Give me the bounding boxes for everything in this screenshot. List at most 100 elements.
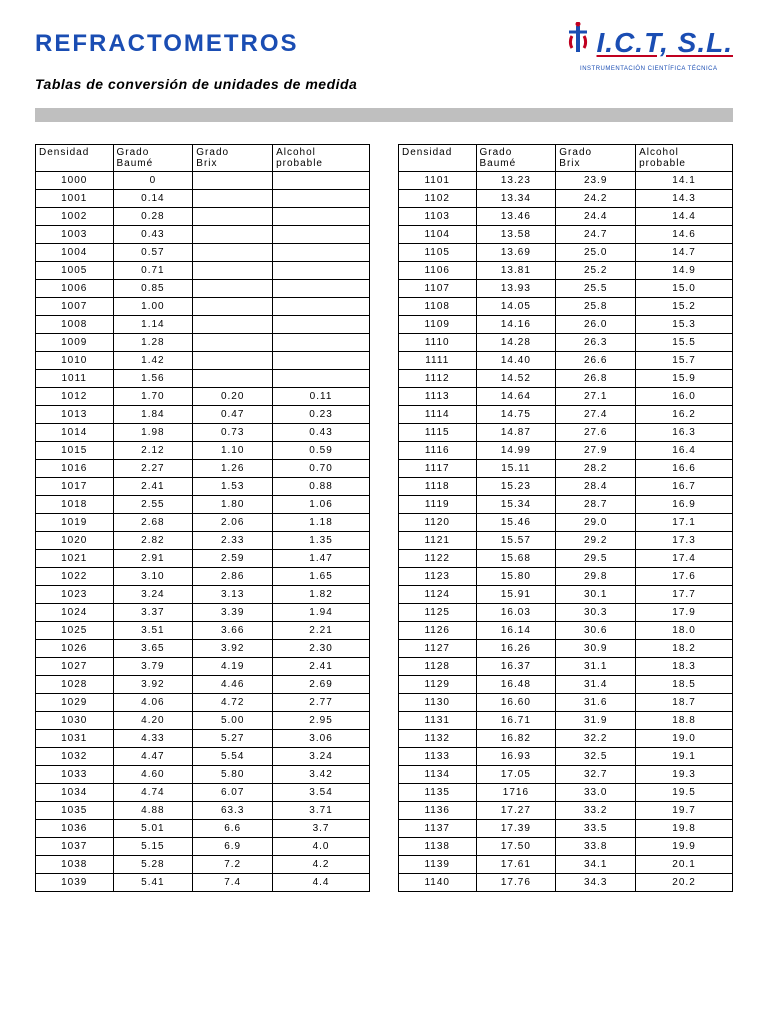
table-cell: 0.14	[113, 190, 193, 208]
table-cell: 2.06	[193, 514, 273, 532]
table-cell: 13.46	[476, 208, 556, 226]
table-cell: 1029	[36, 694, 114, 712]
table-cell: 14.9	[636, 262, 733, 280]
table-cell: 3.37	[113, 604, 193, 622]
table-cell	[193, 190, 273, 208]
table-cell: 15.34	[476, 496, 556, 514]
table-cell: 7.2	[193, 856, 273, 874]
table-row: 110513.6925.014.7	[399, 244, 733, 262]
table-cell: 31.6	[556, 694, 636, 712]
table-row: 10010.14	[36, 190, 370, 208]
table-cell	[193, 370, 273, 388]
table-cell: 1028	[36, 676, 114, 694]
table-cell: 14.99	[476, 442, 556, 460]
table-row: 111514.8727.616.3	[399, 424, 733, 442]
table-cell: 1116	[399, 442, 477, 460]
table-cell: 15.2	[636, 298, 733, 316]
table-cell: 1121	[399, 532, 477, 550]
table-cell: 1.94	[273, 604, 370, 622]
table-cell: 63.3	[193, 802, 273, 820]
table-row: 10212.912.591.47	[36, 550, 370, 568]
table-cell: 1.26	[193, 460, 273, 478]
table-cell: 19.9	[636, 838, 733, 856]
table-cell: 17.6	[636, 568, 733, 586]
table-cell: 2.30	[273, 640, 370, 658]
table-cell: 4.0	[273, 838, 370, 856]
table-cell: 25.2	[556, 262, 636, 280]
table-cell: 1113	[399, 388, 477, 406]
col-header: Alcoholprobable	[273, 145, 370, 172]
table-cell: 1015	[36, 442, 114, 460]
table-cell: 17.76	[476, 874, 556, 892]
col-header: Alcoholprobable	[636, 145, 733, 172]
table-cell	[193, 316, 273, 334]
table-cell: 1005	[36, 262, 114, 280]
table-cell: 0.73	[193, 424, 273, 442]
table-row: 110713.9325.515.0	[399, 280, 733, 298]
table-row: 113316.9332.519.1	[399, 748, 733, 766]
table-cell: 1124	[399, 586, 477, 604]
col-header: Densidad	[36, 145, 114, 172]
table-cell: 2.12	[113, 442, 193, 460]
table-cell: 4.88	[113, 802, 193, 820]
table-cell: 1013	[36, 406, 114, 424]
table-cell: 5.41	[113, 874, 193, 892]
page-subtitle: Tablas de conversión de unidades de medi…	[35, 76, 733, 92]
table-cell: 1037	[36, 838, 114, 856]
logo-text: I.C.T, S.L.	[597, 27, 733, 59]
table-cell: 2.68	[113, 514, 193, 532]
table-cell: 15.7	[636, 352, 733, 370]
table-cell: 0.59	[273, 442, 370, 460]
table-cell: 16.4	[636, 442, 733, 460]
table-row: 10152.121.100.59	[36, 442, 370, 460]
table-cell: 17.7	[636, 586, 733, 604]
table-cell: 1120	[399, 514, 477, 532]
table-row: 10060.85	[36, 280, 370, 298]
table-cell: 4.33	[113, 730, 193, 748]
table-cell: 3.39	[193, 604, 273, 622]
table-cell: 17.1	[636, 514, 733, 532]
col-header: Densidad	[399, 145, 477, 172]
table-cell: 6.07	[193, 784, 273, 802]
table-cell: 30.1	[556, 586, 636, 604]
table-cell: 27.4	[556, 406, 636, 424]
table-cell: 1131	[399, 712, 477, 730]
table-cell: 25.5	[556, 280, 636, 298]
table-cell: 28.2	[556, 460, 636, 478]
table-cell: 5.80	[193, 766, 273, 784]
table-row: 112616.1430.618.0	[399, 622, 733, 640]
table-row: 10172.411.530.88	[36, 478, 370, 496]
table-row: 10162.271.260.70	[36, 460, 370, 478]
table-cell	[193, 208, 273, 226]
table-cell: 13.34	[476, 190, 556, 208]
table-cell: 15.57	[476, 532, 556, 550]
table-cell: 1036	[36, 820, 114, 838]
table-cell	[193, 280, 273, 298]
table-cell: 1.53	[193, 478, 273, 496]
table-cell	[193, 226, 273, 244]
table-cell: 1105	[399, 244, 477, 262]
table-cell: 14.05	[476, 298, 556, 316]
table-row: 113417.0532.719.3	[399, 766, 733, 784]
table-cell: 16.3	[636, 424, 733, 442]
table-row: 10050.71	[36, 262, 370, 280]
table-cell: 1106	[399, 262, 477, 280]
table-cell: 0	[113, 172, 193, 190]
table-cell: 16.0	[636, 388, 733, 406]
table-cell: 6.9	[193, 838, 273, 856]
table-cell: 32.7	[556, 766, 636, 784]
table-cell: 1139	[399, 856, 477, 874]
table-cell: 1101	[399, 172, 477, 190]
table-cell: 29.2	[556, 532, 636, 550]
table-cell: 5.28	[113, 856, 193, 874]
table-cell: 26.3	[556, 334, 636, 352]
table-cell: 1108	[399, 298, 477, 316]
table-cell: 19.8	[636, 820, 733, 838]
table-row: 110113.2323.914.1	[399, 172, 733, 190]
table-cell: 26.0	[556, 316, 636, 334]
table-cell: 0.70	[273, 460, 370, 478]
table-cell: 24.7	[556, 226, 636, 244]
table-cell: 30.3	[556, 604, 636, 622]
table-row: 111214.5226.815.9	[399, 370, 733, 388]
table-cell: 1020	[36, 532, 114, 550]
